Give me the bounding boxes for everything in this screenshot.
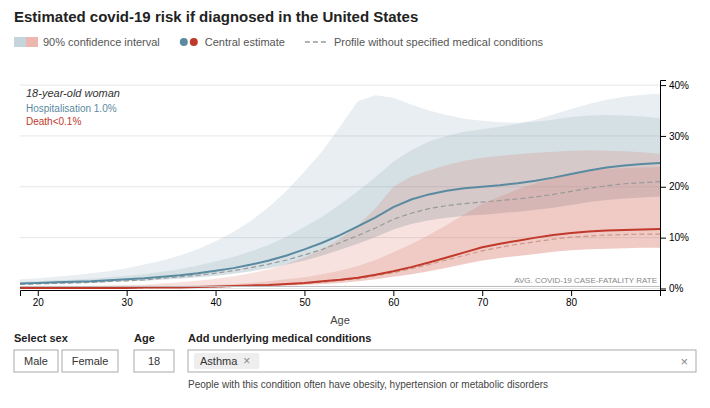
condition-note: People with this condition often have ob… xyxy=(188,379,548,390)
y-tick: 0% xyxy=(660,283,684,294)
y-tick-label: 0% xyxy=(669,283,684,294)
sex-button-label[interactable]: Male xyxy=(24,355,48,367)
y-axis-line xyxy=(661,81,667,291)
x-tick-label: 50 xyxy=(299,297,311,308)
y-tick-label: 30% xyxy=(669,131,689,142)
y-tick-label: 40% xyxy=(669,80,689,91)
x-tick-label: 20 xyxy=(33,297,45,308)
legend-item: Profile without specified medical condit… xyxy=(305,36,544,48)
x-tick-label: 70 xyxy=(477,297,489,308)
y-tick-label: 20% xyxy=(669,181,689,192)
series-label: Hospitalisation 1.0% xyxy=(26,103,117,114)
x-tick-mark xyxy=(216,290,217,296)
legend-dot xyxy=(190,38,198,46)
x-axis-line xyxy=(21,291,661,297)
marks xyxy=(20,94,660,288)
reference-line xyxy=(20,286,660,287)
x-tick-mark xyxy=(304,290,305,296)
y-axis: 0% 10% 20% 30% 40% xyxy=(660,80,689,294)
grid-line xyxy=(20,85,660,86)
x-tick-mark xyxy=(482,290,483,296)
reference-label: AVG. COVID-19 CASE-FATALITY RATE xyxy=(514,276,657,285)
y-tick-mark xyxy=(660,187,666,188)
x-tick: 80 xyxy=(566,290,578,308)
x-tick: 30 xyxy=(122,290,134,308)
x-tick-mark xyxy=(38,290,39,296)
controls: Select sex Male Female Age 18 Add underlying … xyxy=(14,332,696,390)
band xyxy=(20,167,660,288)
control-label: Age xyxy=(134,332,155,344)
band xyxy=(20,150,660,288)
legend-label: Central estimate xyxy=(205,36,285,48)
series-label: Death<0.1% xyxy=(26,116,81,127)
x-tick-label: 80 xyxy=(566,297,578,308)
x-axis-title: Age xyxy=(330,314,350,326)
condition-input[interactable] xyxy=(188,350,696,372)
y-tick-mark xyxy=(660,288,666,289)
x-tick: 50 xyxy=(299,290,311,308)
x-axis: 20 30 40 50 60 70 80 xyxy=(21,290,661,308)
sex-button[interactable] xyxy=(62,350,118,372)
x-tick-label: 60 xyxy=(388,297,400,308)
y-tick-mark xyxy=(660,238,666,239)
chart-container: Estimated covid-19 risk if diagnosed in … xyxy=(0,0,710,408)
subtitle: 18-year-old woman xyxy=(26,87,120,99)
x-tick: 70 xyxy=(477,290,489,308)
x-tick-mark xyxy=(127,290,128,296)
age-input[interactable] xyxy=(134,350,174,372)
x-tick: 40 xyxy=(210,290,222,308)
control-label: Select sex xyxy=(14,332,69,344)
legend-dash xyxy=(305,41,329,43)
condition-tag-label: Asthma xyxy=(200,355,238,367)
x-tick: 60 xyxy=(388,290,400,308)
chart-svg: Estimated covid-19 risk if diagnosed in … xyxy=(0,0,710,408)
x-tick-label: 40 xyxy=(210,297,222,308)
x-tick-mark xyxy=(571,290,572,296)
legend: 90% confidence interval Central estimate P… xyxy=(14,36,543,48)
plot: AVG. COVID-19 CASE-FATALITY RATE 20 30 40 50… xyxy=(20,80,689,326)
y-tick-mark xyxy=(660,136,666,137)
sex-button-label[interactable]: Female xyxy=(72,355,109,367)
title: Estimated covid-19 risk if diagnosed in … xyxy=(14,8,418,25)
x-tick-mark xyxy=(393,290,394,296)
legend-label: 90% confidence interval xyxy=(43,36,160,48)
y-tick: 30% xyxy=(660,131,689,142)
legend-label: Profile without specified medical condit… xyxy=(334,36,544,48)
condition-tag: Asthma × xyxy=(194,353,259,369)
x-tick: 20 xyxy=(33,290,45,308)
legend-item: 90% confidence interval xyxy=(14,36,160,48)
y-tick: 10% xyxy=(660,232,689,243)
legend-swatch xyxy=(14,37,26,47)
condition-clear[interactable]: × xyxy=(680,354,688,369)
grid xyxy=(20,85,660,288)
sex-button[interactable] xyxy=(14,350,58,372)
legend-swatch xyxy=(26,37,38,47)
legend-item: Central estimate xyxy=(180,36,285,48)
y-tick-mark xyxy=(660,85,666,86)
y-tick: 20% xyxy=(660,181,689,192)
y-tick-label: 10% xyxy=(669,232,689,243)
legend-dot xyxy=(180,38,188,46)
y-tick: 40% xyxy=(660,80,689,91)
control-label: Add underlying medical conditions xyxy=(188,332,371,344)
condition-tag-remove[interactable]: × xyxy=(243,354,250,368)
x-tick-label: 30 xyxy=(122,297,134,308)
condition-tag-box xyxy=(194,353,259,369)
central-line xyxy=(20,163,660,284)
age-input-label[interactable]: 18 xyxy=(148,355,160,367)
central-line xyxy=(20,229,660,288)
